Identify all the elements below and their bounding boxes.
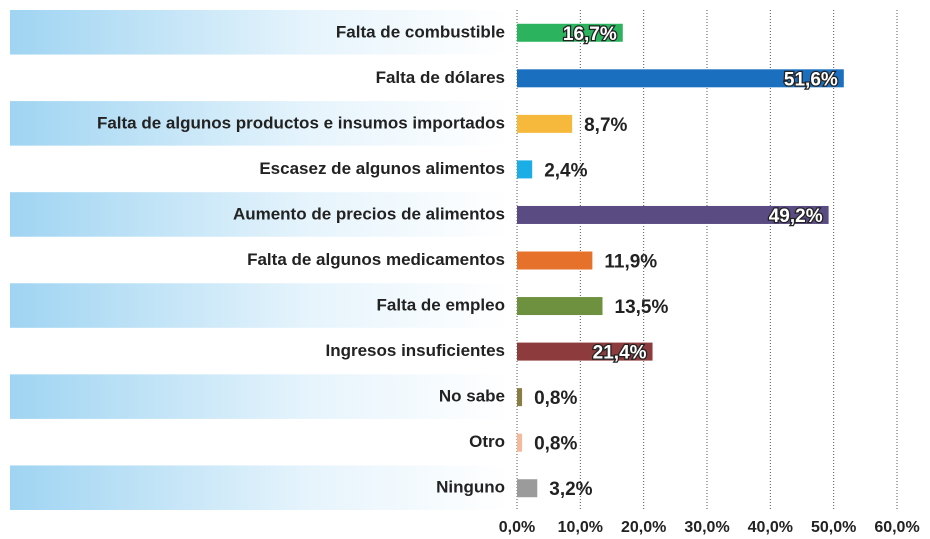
row-band (10, 374, 510, 419)
bar (517, 23, 623, 42)
row-band (10, 465, 510, 510)
category-label: Falta de dólares (376, 68, 505, 87)
category-label: Ingresos insuficientes (326, 341, 506, 360)
bar (517, 297, 603, 316)
x-tick-label: 30,0% (684, 519, 729, 536)
category-label: Falta de combustible (336, 22, 505, 41)
row-band (10, 192, 510, 237)
x-tick-label: 60,0% (874, 519, 919, 536)
bar (517, 114, 573, 133)
bar (517, 205, 829, 224)
row-band (10, 10, 510, 55)
value-label: 51,6% (784, 69, 838, 90)
value-label: 49,2% (769, 206, 823, 227)
bar (517, 433, 523, 452)
value-label: 3,2% (549, 479, 592, 500)
row-band (10, 283, 510, 328)
value-label: 11,9% (604, 252, 657, 273)
x-tick-label: 50,0% (811, 519, 856, 536)
category-label: Ninguno (436, 478, 505, 497)
bar (517, 388, 523, 407)
value-label: 2,4% (544, 160, 587, 181)
category-label: Falta de algunos productos e insumos imp… (97, 113, 505, 132)
value-label: 8,7% (584, 115, 627, 136)
x-tick-label: 20,0% (621, 519, 666, 536)
x-tick-label: 10,0% (558, 519, 603, 536)
value-label: 16,7% (563, 24, 617, 45)
x-tick-label: 0,0% (499, 519, 535, 536)
category-label: No sabe (439, 387, 505, 406)
category-label: Falta de algunos medicamentos (247, 250, 505, 269)
category-label: Otro (469, 432, 505, 451)
value-label: 0,8% (534, 388, 577, 409)
bar (517, 479, 538, 498)
row-band (10, 101, 510, 146)
category-label: Falta de empleo (377, 296, 505, 315)
value-label: 0,8% (534, 434, 577, 455)
category-label: Aumento de precios de alimentos (233, 204, 505, 223)
value-label: 13,5% (615, 297, 669, 318)
x-tick-label: 40,0% (748, 519, 793, 536)
category-label: Escasez de algunos alimentos (259, 159, 505, 178)
bar (517, 160, 533, 179)
bar (517, 69, 844, 88)
value-label: 21,4% (593, 343, 647, 364)
bar (517, 251, 593, 270)
bar (517, 342, 653, 361)
